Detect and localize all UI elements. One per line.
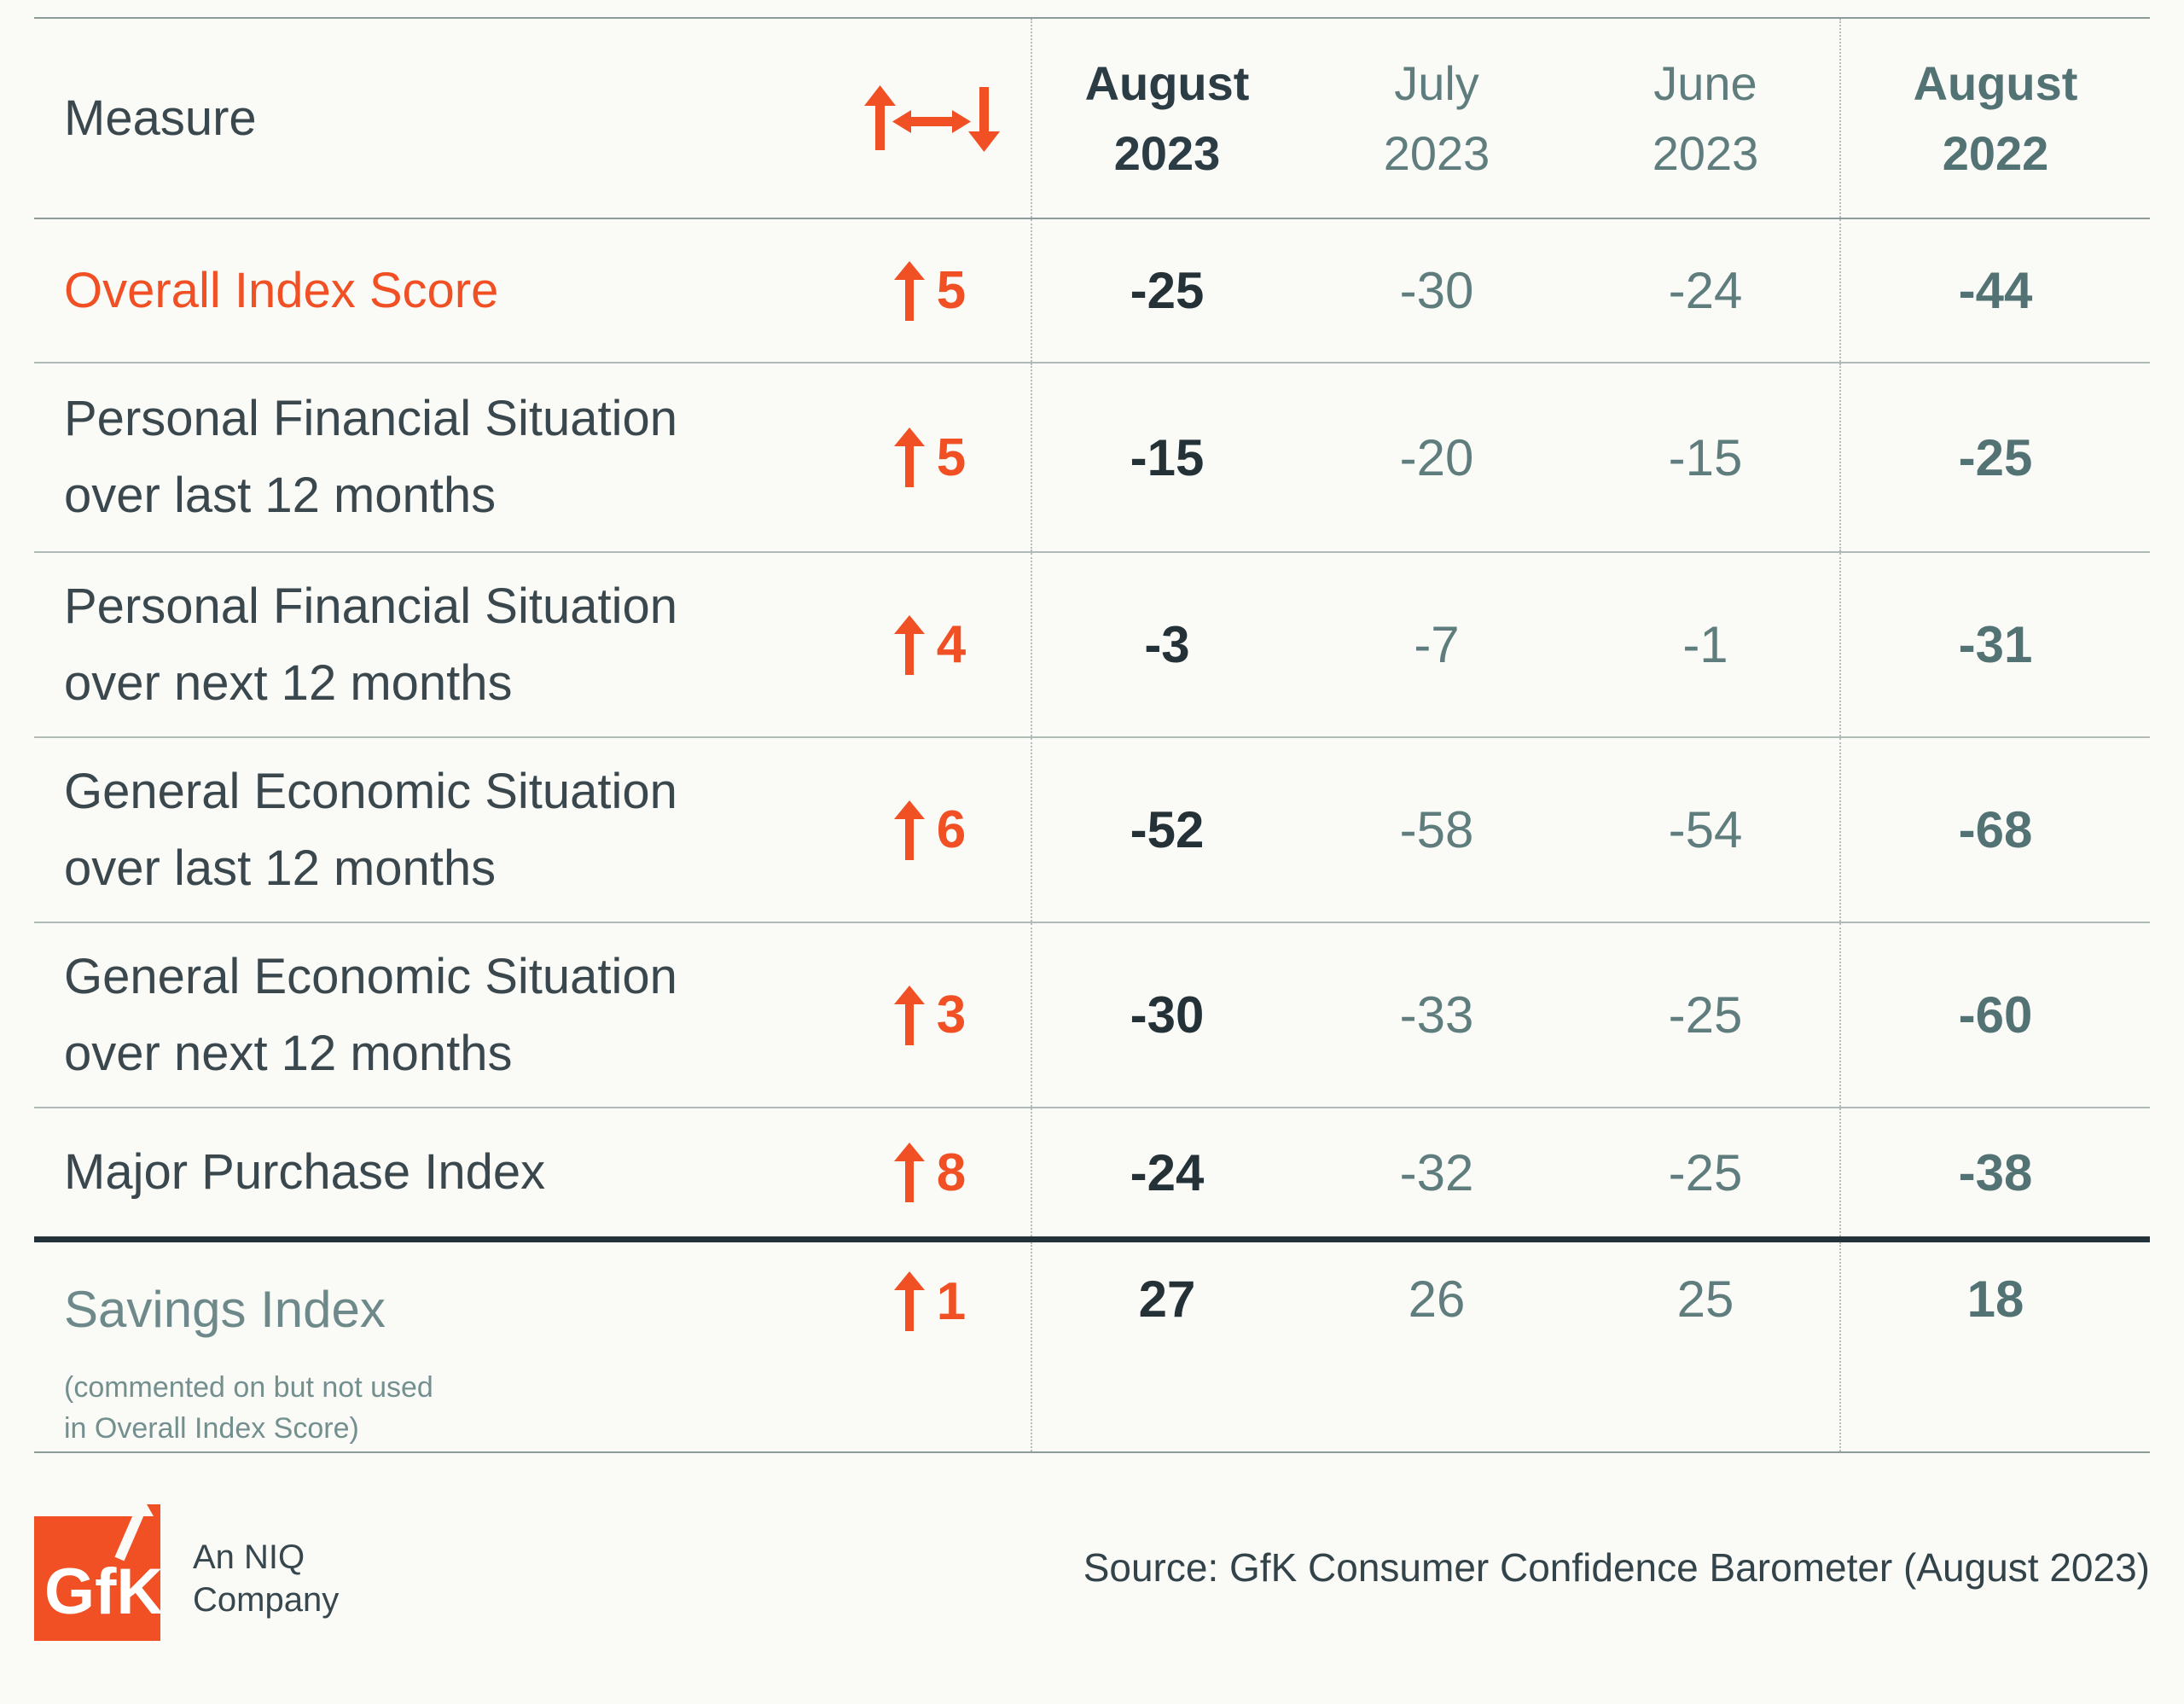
up-arrow-icon: [892, 259, 926, 323]
table-row-savings-index: Savings Index (commented on but not used…: [34, 1242, 2150, 1453]
row-label: Personal Financial Situation over next 1…: [64, 578, 677, 711]
row-label: Overall Index Score: [64, 262, 499, 318]
value-aug-2022: 18: [1966, 1271, 2024, 1328]
value-jul-2023: -33: [1399, 986, 1474, 1044]
up-arrow-icon: [892, 1141, 926, 1204]
change-value: 3: [936, 986, 967, 1044]
value-jun-2023: 25: [1676, 1271, 1734, 1328]
up-arrow-icon: [892, 799, 926, 862]
value-jun-2023: -24: [1668, 262, 1743, 319]
table-row-pfs-next-12: Personal Financial Situation over next 1…: [34, 553, 2150, 738]
value-aug-2022: -44: [1958, 262, 2033, 319]
brand-block: GfK An NIQ Company: [34, 1504, 339, 1643]
row-label: Personal Financial Situation over last 1…: [64, 391, 677, 523]
change-value: 5: [936, 261, 967, 320]
value-aug-2023: -25: [1130, 262, 1205, 319]
value-jul-2023: -30: [1399, 262, 1474, 319]
gfk-logo: GfK: [34, 1504, 162, 1643]
value-aug-2022: -25: [1958, 428, 2033, 486]
value-aug-2023: -52: [1130, 801, 1205, 858]
change-indicator: 3: [892, 984, 966, 1047]
up-arrow-icon: [892, 1270, 926, 1333]
table-row-pfs-last-12: Personal Financial Situation over last 1…: [34, 363, 2150, 553]
table-row-ges-next-12: General Economic Situation over next 12 …: [34, 923, 2150, 1108]
table-row-major-purchase: Major Purchase Index 8 -24 -32 -25 -38: [34, 1108, 2150, 1242]
change-indicator: 6: [892, 799, 966, 862]
consumer-confidence-table: Measure August 2023: [34, 17, 2150, 1453]
change-value: 5: [936, 427, 967, 487]
value-jun-2023: -1: [1682, 616, 1728, 673]
change-header-cell: [828, 19, 1032, 218]
row-label: General Economic Situation over next 12 …: [64, 948, 677, 1081]
change-indicator: 5: [892, 426, 966, 489]
source-attribution: Source: GfK Consumer Confidence Baromete…: [1083, 1545, 2150, 1590]
row-label: Savings Index: [64, 1281, 386, 1338]
up-arrow-icon: [892, 614, 926, 677]
value-aug-2022: -38: [1958, 1143, 2033, 1201]
value-aug-2023: -3: [1144, 616, 1190, 673]
value-jul-2023: -20: [1399, 428, 1474, 486]
value-jun-2023: -25: [1668, 986, 1743, 1044]
row-label: Major Purchase Index: [64, 1144, 546, 1201]
value-jul-2023: -7: [1414, 616, 1460, 673]
column-header-aug-2022: August 2022: [1913, 56, 2078, 180]
niq-company-label: An NIQ Company: [193, 1538, 340, 1619]
value-jul-2023: -58: [1399, 801, 1474, 858]
row-footnote: (commented on but not used in Overall In…: [64, 1371, 433, 1445]
measure-header-label: Measure: [64, 90, 257, 146]
row-label: General Economic Situation over last 12 …: [64, 763, 677, 896]
value-aug-2022: -68: [1958, 801, 2033, 858]
up-arrow-icon: [892, 426, 926, 489]
table-row-overall-index: Overall Index Score 5 -25 -30 -24 -44: [34, 219, 2150, 363]
value-jun-2023: -15: [1668, 428, 1743, 486]
change-value: 6: [936, 800, 967, 859]
column-header-aug-2023: August 2023: [1084, 56, 1250, 180]
gfk-logo-text: GfK: [44, 1556, 162, 1628]
value-jul-2023: 26: [1408, 1271, 1466, 1328]
change-indicator: 1: [892, 1270, 966, 1333]
measure-header-cell: Measure: [34, 19, 828, 218]
footer: GfK An NIQ Company Source: GfK Consumer …: [34, 1504, 2150, 1643]
change-value: 1: [936, 1271, 967, 1331]
value-aug-2023: -30: [1130, 986, 1205, 1044]
value-aug-2023: 27: [1138, 1271, 1196, 1328]
table-header-row: Measure August 2023: [34, 19, 2150, 219]
value-aug-2022: -31: [1958, 616, 2033, 673]
column-header-jun-2023: June 2023: [1571, 19, 1841, 218]
change-indicator: 5: [892, 259, 966, 323]
value-aug-2023: -15: [1130, 428, 1205, 486]
column-header-jul-2023: July 2023: [1383, 56, 1490, 180]
value-aug-2023: -24: [1130, 1143, 1205, 1201]
value-jun-2023: -54: [1668, 801, 1743, 858]
up-arrow-icon: [892, 984, 926, 1047]
value-jul-2023: -32: [1399, 1143, 1474, 1201]
change-indicator: 8: [892, 1141, 966, 1204]
up-leftright-down-arrows-icon: [855, 84, 1004, 154]
change-indicator: 4: [892, 614, 966, 677]
value-aug-2022: -60: [1958, 986, 2033, 1044]
value-jun-2023: -25: [1668, 1143, 1743, 1201]
change-value: 4: [936, 615, 967, 674]
change-value: 8: [936, 1143, 967, 1202]
table-row-ges-last-12: General Economic Situation over last 12 …: [34, 738, 2150, 923]
